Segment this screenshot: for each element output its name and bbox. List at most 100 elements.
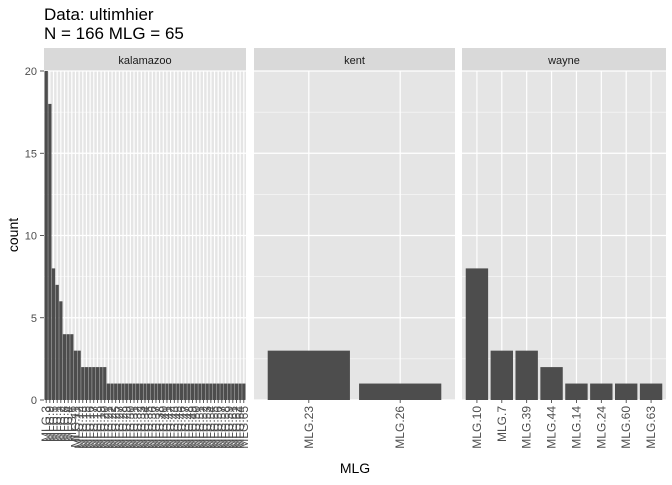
bar <box>220 383 224 400</box>
x-tick-label: MLG.54 <box>204 406 218 449</box>
x-tick-label: MLG.9 <box>43 406 57 442</box>
bar <box>198 383 202 400</box>
bar <box>103 367 107 400</box>
facet-strip <box>254 48 455 71</box>
x-tick-label: MLG.60 <box>619 406 633 449</box>
x-tick-label: MLG.11 <box>68 406 82 448</box>
x-tick-label: MLG.49 <box>186 406 200 449</box>
x-tick-label: MLG.41 <box>160 406 174 449</box>
facet-strip <box>462 48 666 71</box>
bar <box>639 383 663 400</box>
bar <box>205 383 209 400</box>
y-tick-label: 20 <box>25 66 37 78</box>
x-tick-label: MLG.53 <box>200 406 214 449</box>
bar <box>231 383 235 400</box>
x-tick-label: MLG.58 <box>219 406 233 449</box>
bar <box>59 301 63 400</box>
x-ticks: MLG.23 MLG.26 <box>302 400 407 449</box>
bar <box>227 383 231 400</box>
x-tick-label: MLG.22 <box>105 406 119 449</box>
x-tick-label: MLG.52 <box>197 406 211 449</box>
facet-strip-label: kalamazoo <box>118 55 171 67</box>
x-tick-label: MLG.7 <box>495 406 509 442</box>
chart-subtitle: N = 166 MLG = 65 <box>44 24 184 43</box>
bar <box>267 350 350 400</box>
x-tick-label: MLG.16 <box>83 406 97 449</box>
x-tick-label: MLG.39 <box>520 406 534 449</box>
bar <box>139 383 143 400</box>
bar <box>55 284 59 400</box>
x-tick-label: MLG.6 <box>65 406 79 442</box>
bar <box>216 383 220 400</box>
bar <box>359 383 442 400</box>
x-tick-label: MLG.35 <box>142 406 156 449</box>
bar <box>590 383 613 400</box>
bars <box>267 350 442 400</box>
x-tick-label: MLG.19 <box>94 406 108 449</box>
x-tick-label: MLG.1 <box>50 406 64 442</box>
bar <box>92 367 96 400</box>
x-tick-label: MLG.31 <box>127 406 141 449</box>
x-tick-label: MLG.28 <box>116 406 130 449</box>
x-tick-label: MLG.48 <box>182 406 196 449</box>
facet-strip-label: wayne <box>547 55 580 67</box>
bar <box>223 383 228 400</box>
bar <box>128 383 133 400</box>
bar <box>117 383 122 400</box>
gridlines <box>462 70 666 401</box>
x-tick-label: MLG.44 <box>545 406 559 449</box>
bar <box>110 383 114 400</box>
x-tick-label: MLG.13 <box>76 406 90 449</box>
facet-panel-kalamazoo: kalamazooMLG.3MLG.9MLG.5MLG.1MLG.2MLG.8M… <box>39 48 251 449</box>
x-tick-label: MLG.27 <box>112 406 126 449</box>
bar <box>44 71 48 400</box>
x-tick-label: MLG.32 <box>131 406 145 449</box>
x-tick-label: MLG.38 <box>153 406 167 449</box>
x-tick-label: MLG.29 <box>120 406 134 449</box>
x-tick-label: MLG.12 <box>72 406 86 449</box>
x-tick-label: MLG.59 <box>222 406 236 449</box>
x-tick-label: MLG.57 <box>215 406 229 449</box>
chart-title: Data: ultimhier <box>44 5 154 24</box>
bar <box>168 383 173 400</box>
facet-panels: kalamazooMLG.3MLG.9MLG.5MLG.1MLG.2MLG.8M… <box>39 48 666 449</box>
bar <box>212 383 217 400</box>
x-tick-label: MLG.55 <box>208 406 222 449</box>
bar <box>234 383 239 400</box>
x-tick-label: MLG.63 <box>644 406 658 449</box>
x-tick-label: MLG.23 <box>302 406 316 449</box>
x-tick-label: MLG.25 <box>109 406 123 449</box>
bar <box>84 367 89 400</box>
y-tick-label: 10 <box>25 231 37 243</box>
x-tick-label: MLG.5 <box>47 406 61 442</box>
x-tick-label: MLG.20 <box>98 406 112 449</box>
bar <box>154 383 158 400</box>
x-tick-label: MLG.30 <box>123 406 137 449</box>
bar <box>176 383 180 400</box>
x-tick-label: MLG.43 <box>167 406 181 449</box>
bar <box>150 383 154 400</box>
x-tick-label: MLG.21 <box>101 406 115 449</box>
bar <box>242 383 246 400</box>
bar <box>132 383 136 400</box>
bar <box>88 367 92 400</box>
bar <box>95 367 100 400</box>
x-tick-label: MLG.36 <box>145 406 159 449</box>
bar <box>51 268 56 400</box>
bar <box>99 367 103 400</box>
bar <box>48 103 52 401</box>
bar <box>143 383 147 400</box>
bar <box>165 383 169 400</box>
bar <box>136 383 140 400</box>
bar <box>106 383 111 400</box>
bar <box>172 383 176 400</box>
x-tick-label: MLG.56 <box>211 406 225 449</box>
bar <box>565 383 588 400</box>
x-tick-label: MLG.45 <box>171 406 185 449</box>
bar <box>121 383 125 400</box>
bar <box>125 383 129 400</box>
x-tick-label: MLG.50 <box>189 406 203 449</box>
x-tick-label: MLG.26 <box>393 406 407 449</box>
x-axis-label: MLG <box>340 460 370 476</box>
